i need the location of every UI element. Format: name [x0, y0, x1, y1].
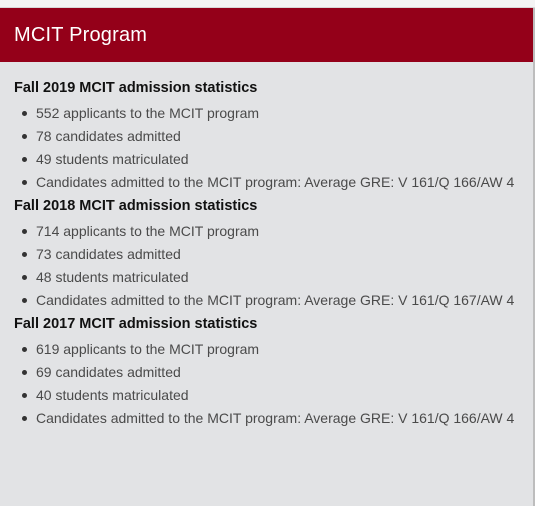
list-item: 619 applicants to the MCIT program	[14, 340, 519, 360]
list-item: 40 students matriculated	[14, 386, 519, 406]
bullet-icon	[22, 298, 27, 303]
list-item: Candidates admitted to the MCIT program:…	[14, 173, 519, 193]
list-item-text: Candidates admitted to the MCIT program:…	[36, 410, 515, 426]
top-border-strip	[0, 0, 535, 8]
list-item: 49 students matriculated	[14, 150, 519, 170]
list-item-text: 40 students matriculated	[36, 387, 189, 403]
list-item-text: 73 candidates admitted	[36, 246, 181, 262]
list-item-text: 714 applicants to the MCIT program	[36, 223, 260, 239]
list-item-text: 48 students matriculated	[36, 269, 189, 285]
list-item: 48 students matriculated	[14, 268, 519, 288]
stats-section-2017: Fall 2017 MCIT admission statistics 619 …	[14, 314, 519, 429]
panel-title: MCIT Program	[14, 23, 148, 46]
bullet-icon	[22, 252, 27, 257]
bullet-icon	[22, 229, 27, 234]
bullet-icon	[22, 275, 27, 280]
bullet-icon	[22, 111, 27, 116]
stats-section-2018: Fall 2018 MCIT admission statistics 714 …	[14, 196, 519, 311]
list-item: 69 candidates admitted	[14, 363, 519, 383]
stats-list: 619 applicants to the MCIT program 69 ca…	[14, 340, 519, 429]
list-item: Candidates admitted to the MCIT program:…	[14, 291, 519, 311]
bullet-icon	[22, 393, 27, 398]
list-item-text: 619 applicants to the MCIT program	[36, 341, 260, 357]
bullet-icon	[22, 416, 27, 421]
stats-list: 552 applicants to the MCIT program 78 ca…	[14, 104, 519, 193]
bullet-icon	[22, 134, 27, 139]
bullet-icon	[22, 180, 27, 185]
bullet-icon	[22, 157, 27, 162]
section-heading: Fall 2018 MCIT admission statistics	[14, 198, 258, 214]
section-heading: Fall 2019 MCIT admission statistics	[14, 80, 258, 96]
list-item-text: 552 applicants to the MCIT program	[36, 105, 260, 121]
bullet-icon	[22, 370, 27, 375]
stats-list: 714 applicants to the MCIT program 73 ca…	[14, 222, 519, 311]
mcit-program-panel: MCIT Program Fall 2019 MCIT admission st…	[0, 8, 535, 506]
list-item: 714 applicants to the MCIT program	[14, 222, 519, 242]
list-item: 552 applicants to the MCIT program	[14, 104, 519, 124]
stats-section-2019: Fall 2019 MCIT admission statistics 552 …	[14, 78, 519, 193]
bullet-icon	[22, 347, 27, 352]
panel-content: Fall 2019 MCIT admission statistics 552 …	[0, 62, 533, 429]
panel-header: MCIT Program	[0, 8, 533, 62]
list-item-text: 78 candidates admitted	[36, 128, 181, 144]
list-item: 78 candidates admitted	[14, 127, 519, 147]
list-item: Candidates admitted to the MCIT program:…	[14, 409, 519, 429]
list-item-text: 69 candidates admitted	[36, 364, 181, 380]
list-item-text: Candidates admitted to the MCIT program:…	[36, 174, 515, 190]
list-item: 73 candidates admitted	[14, 245, 519, 265]
list-item-text: Candidates admitted to the MCIT program:…	[36, 292, 515, 308]
section-heading: Fall 2017 MCIT admission statistics	[14, 316, 258, 332]
list-item-text: 49 students matriculated	[36, 151, 189, 167]
